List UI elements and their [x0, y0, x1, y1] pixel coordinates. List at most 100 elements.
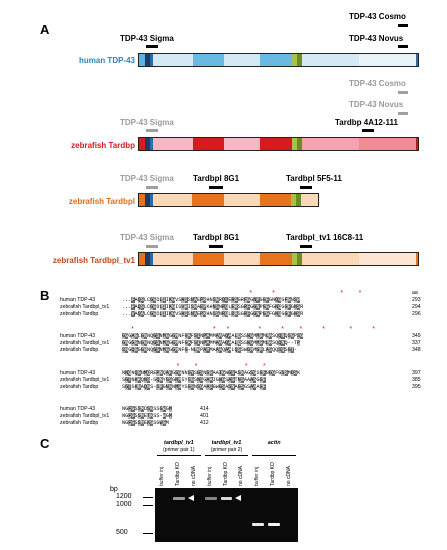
residue: G: [259, 333, 263, 339]
residue: M: [209, 340, 213, 346]
residue: L: [159, 304, 163, 310]
residue: P: [293, 333, 297, 339]
conserved-site-star: *: [226, 326, 230, 333]
panel-a-letter: A: [40, 22, 50, 37]
residue: N: [143, 340, 147, 346]
residue: G: [134, 333, 138, 339]
residue: G: [218, 384, 222, 390]
residue: Q: [275, 340, 279, 346]
residue: I: [162, 304, 166, 310]
antibody-epitope-bar: [209, 245, 223, 248]
residue: M: [212, 340, 216, 346]
residue: G: [272, 370, 276, 376]
residue: A: [131, 333, 135, 339]
residue: M: [143, 370, 147, 376]
residue: Q: [147, 370, 151, 376]
residue: A: [231, 340, 235, 346]
residue: G: [200, 384, 204, 390]
residue: S: [297, 304, 301, 310]
domain-segment: [291, 138, 297, 150]
residue: A: [222, 333, 226, 339]
residue: M: [175, 340, 179, 346]
residue: L: [228, 304, 232, 310]
residue: N: [200, 340, 204, 346]
residue: -: [293, 347, 297, 353]
residue: R: [218, 297, 222, 303]
domain-segment: [416, 253, 419, 265]
residue: F: [128, 413, 132, 419]
residue: Q: [137, 304, 141, 310]
residue: R: [297, 297, 301, 303]
domain-segment: [224, 253, 261, 265]
residue: Q: [275, 347, 279, 353]
residue: S: [150, 420, 154, 426]
residue: Q: [237, 333, 241, 339]
antibody-epitope-bar: [146, 129, 158, 132]
residue: E: [153, 370, 157, 376]
residue: G: [212, 384, 216, 390]
residue: A: [225, 347, 229, 353]
residue: S: [122, 347, 126, 353]
residue: S: [193, 370, 197, 376]
residue: A: [134, 297, 138, 303]
sequence-name: zebrafish Tardbpl_tv1: [60, 304, 110, 310]
residue-count: 412: [200, 420, 209, 426]
residue: S: [178, 304, 182, 310]
residue: G: [290, 304, 294, 310]
domain-segment: [291, 194, 297, 206]
conserved-site-star: *: [263, 363, 266, 370]
residue: G: [172, 340, 176, 346]
residue: E: [197, 297, 201, 303]
residue: F: [190, 333, 194, 339]
residue: G: [125, 377, 129, 383]
residue: A: [228, 347, 232, 353]
sequence-text: ...FAQSLCGEDLIIKGISVHISNAEPKHNSNRQLERSGR…: [122, 304, 303, 310]
residue: S: [156, 333, 160, 339]
residue: F: [247, 304, 251, 310]
sequence-text: NGFGSSMDSKSSGWGM: [122, 406, 172, 412]
residue: P: [259, 304, 263, 310]
residue-count: 349: [412, 333, 421, 339]
domain-segment: [152, 253, 193, 265]
domain-segment: [301, 194, 318, 206]
residue: N: [143, 347, 147, 353]
domain-segment: [301, 253, 360, 265]
residue: K: [168, 304, 172, 310]
residue: Q: [225, 311, 229, 317]
conserved-site-star: *: [372, 326, 375, 333]
residue: S: [153, 406, 157, 412]
residue: S: [240, 347, 244, 353]
residue: F: [181, 347, 185, 353]
gel-lane-label: buffer inj: [254, 466, 261, 486]
residue: Q: [150, 333, 154, 339]
conserved-site-star: *: [213, 326, 216, 333]
residue: S: [137, 413, 141, 419]
gel-group-subtitle: (primer pair 2): [210, 447, 243, 453]
marker-label: 500: [116, 528, 128, 536]
residue: N: [290, 297, 294, 303]
residue: Q: [278, 311, 282, 317]
residue: N: [275, 304, 279, 310]
residue: S: [190, 384, 194, 390]
residue: G: [172, 370, 176, 376]
domain-segment: [224, 194, 260, 206]
residue: A: [212, 347, 216, 353]
residue: S: [243, 333, 247, 339]
residue: D: [290, 370, 294, 376]
residue-count: 296: [412, 311, 421, 317]
residue: G: [190, 377, 194, 383]
residue: G: [172, 311, 176, 317]
residue: F: [128, 420, 132, 426]
residue: D: [156, 297, 160, 303]
residue: W: [218, 377, 222, 383]
residue: A: [215, 347, 219, 353]
residue: N: [159, 370, 163, 376]
residue: K: [150, 406, 154, 412]
residue: N: [212, 304, 216, 310]
sequence-name: zebrafish Tardbp: [60, 420, 99, 426]
residue: S: [178, 311, 182, 317]
residue: G: [150, 311, 154, 317]
residue: W: [243, 347, 247, 353]
conserved-site-star: *: [194, 363, 198, 370]
residue: S: [187, 297, 191, 303]
